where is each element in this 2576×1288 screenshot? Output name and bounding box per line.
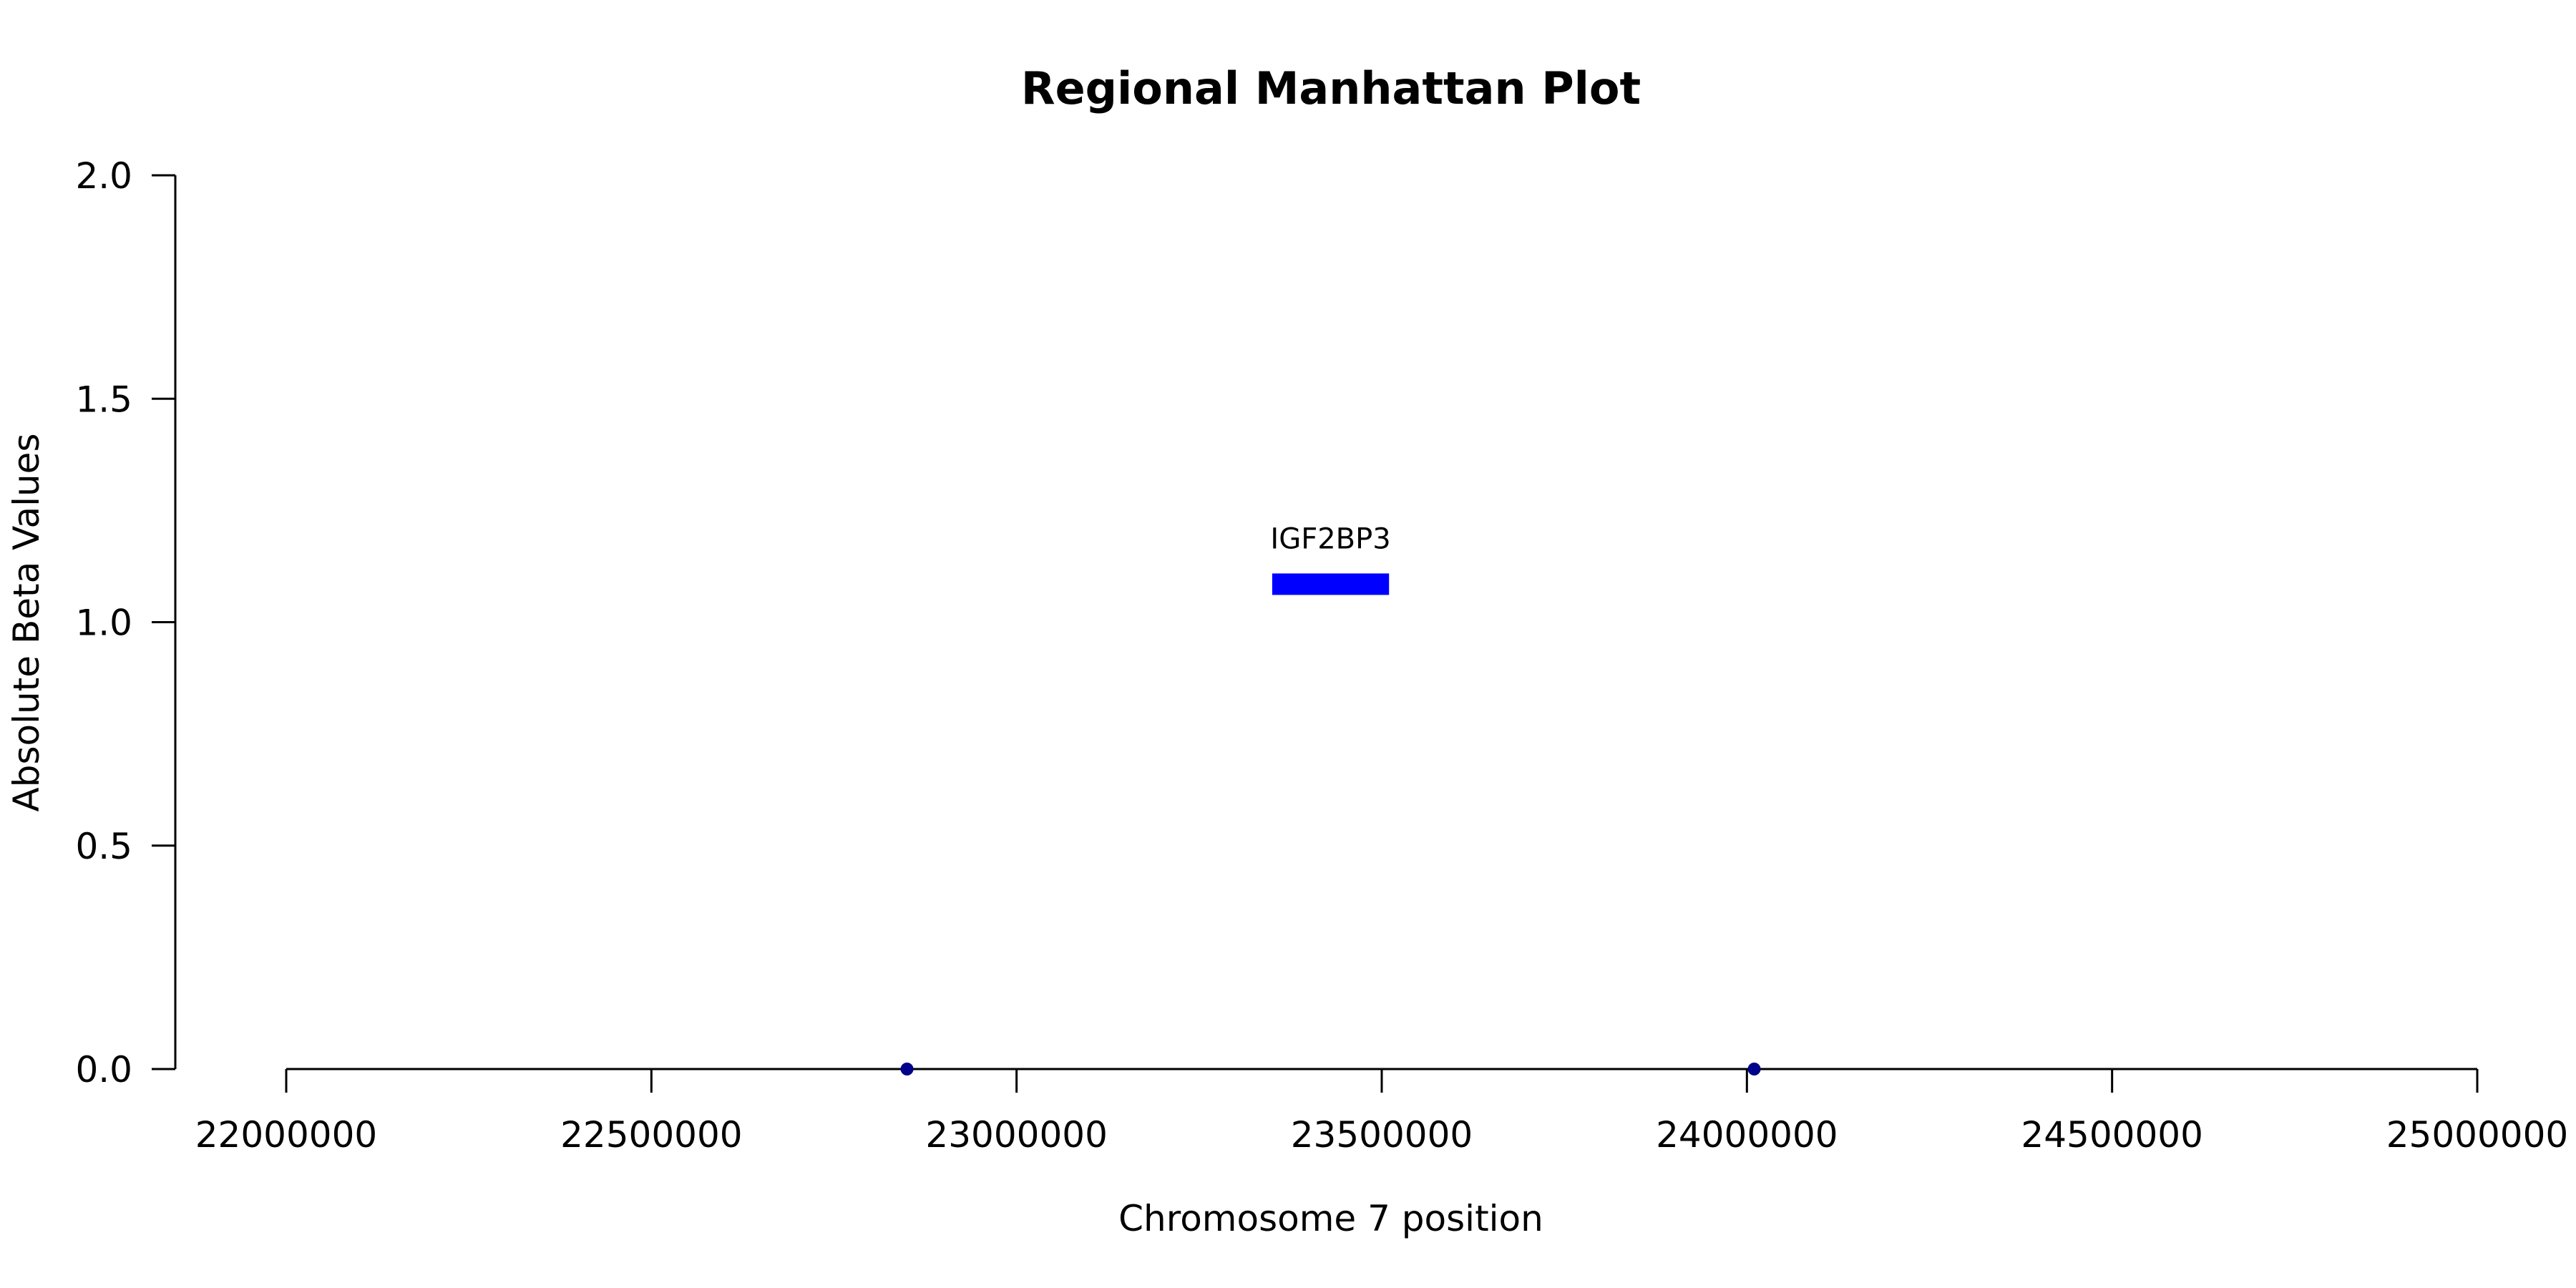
y-tick-label: 1.0 (75, 602, 132, 644)
x-tick-label: 25000000 (2386, 1114, 2569, 1156)
y-axis-label: Absolute Beta Values (6, 434, 47, 812)
chart-title: Regional Manhattan Plot (1021, 62, 1641, 114)
gene-label: IGF2BP3 (1270, 522, 1390, 555)
data-point (900, 1063, 914, 1075)
y-tick-label: 0.5 (75, 826, 132, 867)
x-tick-label: 22500000 (560, 1114, 743, 1156)
y-tick-label: 2.0 (75, 155, 132, 197)
x-ticks: 22000000 22500000 23000000 23500000 24000000… (195, 1069, 2569, 1156)
x-axis-label: Chromosome 7 position (1118, 1198, 1543, 1239)
x-tick-label: 23500000 (1291, 1114, 1473, 1156)
y-tick-label: 0.0 (75, 1049, 132, 1091)
y-axis: 0.0 0.5 1.0 1.5 2.0 (75, 155, 177, 1091)
x-axis: 22000000 22500000 23000000 23500000 24000000… (195, 1068, 2569, 1156)
x-tick-label: 23000000 (925, 1114, 1108, 1156)
gene-annotations: IGF2BP3 (1270, 522, 1391, 595)
y-tick-label: 1.5 (75, 379, 132, 420)
y-ticks: 0.0 0.5 1.0 1.5 2.0 (75, 155, 175, 1091)
gene-bar (1272, 573, 1390, 595)
data-points (900, 1063, 1761, 1075)
x-tick-label: 24000000 (1656, 1114, 1838, 1156)
data-point (1747, 1063, 1761, 1075)
x-tick-label: 22000000 (195, 1114, 378, 1156)
x-tick-label: 24500000 (2021, 1114, 2203, 1156)
